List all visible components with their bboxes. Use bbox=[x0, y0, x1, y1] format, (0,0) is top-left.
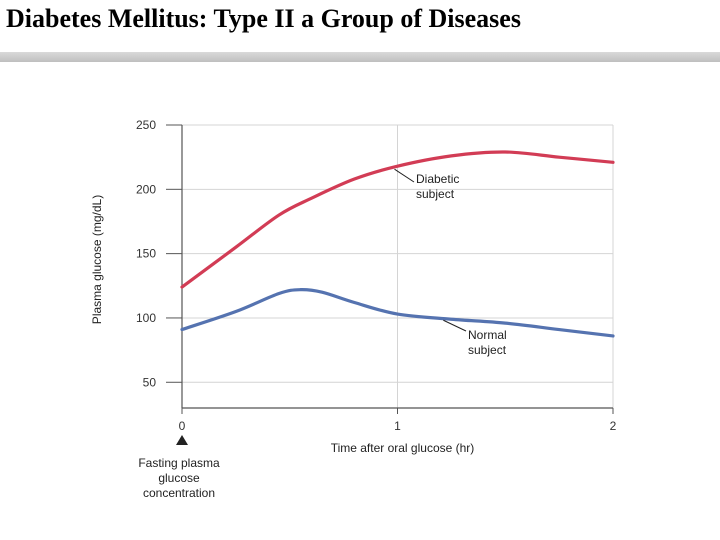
normal-subject-label: Normal bbox=[468, 328, 507, 342]
diabetic-subject-label: subject bbox=[416, 187, 455, 201]
fasting-arrow-icon bbox=[176, 435, 188, 445]
diabetic-subject-line bbox=[180, 150, 615, 289]
y-tick-label: 50 bbox=[143, 375, 157, 389]
fasting-annotation-text: glucose bbox=[158, 471, 200, 485]
fasting-annotation-text: Fasting plasma bbox=[138, 456, 220, 470]
fasting-annotation-text: concentration bbox=[143, 486, 215, 500]
x-axis-label: Time after oral glucose (hr) bbox=[331, 441, 475, 455]
y-tick-label: 100 bbox=[136, 311, 156, 325]
normal-subject-leader-line bbox=[443, 319, 467, 332]
normal-subject-line bbox=[180, 288, 615, 338]
y-tick-label: 150 bbox=[136, 247, 156, 261]
title-divider bbox=[0, 52, 720, 62]
x-tick-label: 2 bbox=[610, 419, 617, 433]
normal-subject-label: subject bbox=[468, 343, 507, 357]
x-tick-label: 0 bbox=[179, 419, 186, 433]
diabetic-subject-leader-line bbox=[394, 168, 415, 183]
y-tick-label: 200 bbox=[136, 182, 156, 196]
x-tick-label: 1 bbox=[394, 419, 401, 433]
y-axis-label: Plasma glucose (mg/dL) bbox=[90, 195, 104, 324]
diabetic-subject-label: Diabetic bbox=[416, 172, 459, 186]
slide-title: Diabetes Mellitus: Type II a Group of Di… bbox=[6, 4, 521, 33]
y-tick-label: 250 bbox=[136, 118, 156, 132]
